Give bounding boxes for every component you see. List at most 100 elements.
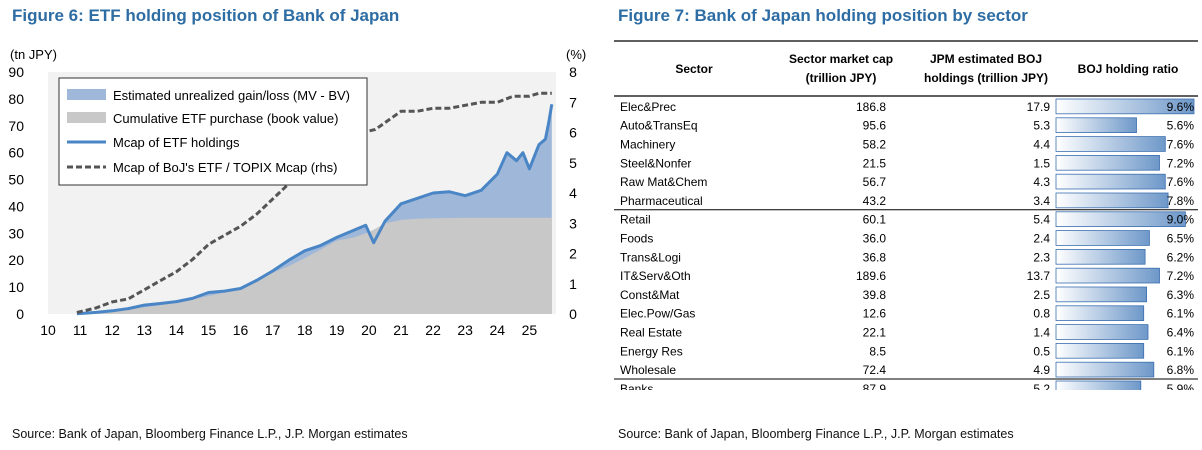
- ratio-bar: [1055, 117, 1137, 134]
- x-tick-label: 11: [73, 322, 88, 338]
- y2-tick-label: 7: [569, 94, 577, 110]
- ratio-bar: [1055, 361, 1155, 378]
- sector-mcap: 39.8: [863, 288, 887, 302]
- sector-mcap: 95.6: [863, 119, 887, 133]
- header-ratio: BOJ holding ratio: [1078, 62, 1179, 76]
- y2-tick-label: 0: [569, 306, 577, 322]
- y-tick-label: 20: [8, 252, 24, 268]
- x-tick-label: 17: [265, 322, 281, 338]
- holding-ratio-label: 6.3%: [1167, 288, 1195, 302]
- holding-ratio-label: 5.6%: [1167, 119, 1195, 133]
- sector-mcap: 189.6: [856, 269, 886, 283]
- boj-holdings: 4.9: [1033, 363, 1050, 377]
- y2-tick-label: 3: [569, 215, 577, 231]
- sector-mcap: 12.6: [863, 307, 887, 321]
- ratio-bar: [1055, 267, 1160, 284]
- holding-ratio-label: 6.5%: [1167, 232, 1195, 246]
- sector-name: Banks: [620, 382, 653, 390]
- x-tick-label: 19: [329, 322, 345, 338]
- ratio-bar: [1055, 342, 1145, 359]
- x-tick-label: 24: [489, 322, 505, 338]
- holding-ratio-label: 9.6%: [1167, 100, 1195, 114]
- y-tick-label: 0: [16, 306, 24, 322]
- x-tick-label: 13: [136, 322, 152, 338]
- ratio-bar: [1055, 192, 1169, 209]
- x-tick-label: 21: [393, 322, 409, 338]
- ratio-bar: [1055, 248, 1146, 265]
- x-tick-label: 23: [457, 322, 473, 338]
- header-mcap-line2: (trillion JPY): [806, 71, 877, 85]
- y-tick-label: 90: [8, 64, 24, 80]
- table-header-bg: [614, 40, 1198, 96]
- holding-ratio-label: 6.2%: [1167, 250, 1195, 264]
- figure-7-source: Source: Bank of Japan, Bloomberg Finance…: [618, 427, 1014, 441]
- y-axis-unit: (tn JPY): [10, 47, 57, 62]
- figure-6-title: Figure 6: ETF holding position of Bank o…: [12, 6, 400, 25]
- ratio-bar: [1055, 136, 1166, 152]
- sector-name: Retail: [620, 213, 651, 227]
- holding-ratio-label: 6.1%: [1167, 344, 1195, 358]
- sector-name: Foods: [620, 232, 653, 246]
- ratio-bar: [1055, 155, 1160, 171]
- boj-holdings: 2.4: [1033, 232, 1050, 246]
- holding-ratio-label: 6.8%: [1167, 363, 1195, 377]
- boj-holdings: 13.7: [1027, 269, 1051, 283]
- legend-swatch-purchase: [67, 112, 106, 123]
- y-tick-label: 40: [8, 198, 24, 214]
- legend-label: Cumulative ETF purchase (book value): [113, 111, 338, 126]
- x-tick-label: 16: [233, 322, 249, 338]
- x-tick-label: 14: [169, 322, 185, 338]
- boj-holdings: 1.5: [1033, 156, 1050, 170]
- ratio-bar: [1055, 98, 1195, 115]
- boj-holdings: 5.4: [1033, 213, 1050, 227]
- sector-name: Trans&Logi: [620, 250, 681, 264]
- sector-mcap: 186.8: [856, 100, 886, 114]
- holding-ratio-label: 7.2%: [1167, 269, 1195, 283]
- ratio-bar: [1055, 211, 1186, 228]
- sector-mcap: 8.5: [869, 344, 886, 358]
- boj-holdings: 3.4: [1033, 194, 1050, 208]
- mcap-etf-line: [76, 104, 554, 316]
- sector-name: Steel&Nonfer: [620, 156, 691, 170]
- holding-ratio-label: 7.2%: [1167, 156, 1195, 170]
- boj-topix-ratio-line: [76, 91, 552, 314]
- sector-mcap: 43.2: [863, 194, 887, 208]
- y-tick-label: 30: [8, 225, 24, 241]
- ratio-bar: [1055, 173, 1166, 190]
- holding-ratio-label: 5.9%: [1167, 382, 1195, 390]
- y2-tick-label: 8: [569, 64, 577, 80]
- x-tick-label: 12: [104, 322, 120, 338]
- y2-tick-label: 2: [569, 246, 577, 262]
- sector-name: Elec.Pow/Gas: [620, 307, 695, 321]
- sector-holding-table: Sector Sector market cap (trillion JPY) JPM…: [614, 40, 1198, 390]
- holding-ratio-label: 7.8%: [1167, 194, 1195, 208]
- sector-mcap: 21.5: [863, 156, 887, 170]
- boj-holdings: 2.3: [1033, 250, 1050, 264]
- x-tick-label: 15: [201, 322, 217, 338]
- y-tick-label: 60: [8, 145, 24, 161]
- legend-label: Mcap of BoJ's ETF / TOPIX Mcap (rhs): [113, 160, 338, 175]
- legend-label: Mcap of ETF holdings: [113, 135, 240, 150]
- y-tick-label: 70: [8, 118, 24, 134]
- sector-mcap: 36.8: [863, 250, 887, 264]
- boj-holdings: 1.4: [1033, 326, 1050, 340]
- y2-axis-unit: (%): [566, 47, 586, 62]
- sector-mcap: 72.4: [863, 363, 887, 377]
- ratio-bar: [1055, 324, 1149, 340]
- boj-holdings: 17.9: [1027, 100, 1051, 114]
- ratio-bar: [1055, 286, 1147, 303]
- sector-name: Raw Mat&Chem: [620, 175, 707, 189]
- holding-ratio-label: 6.1%: [1167, 307, 1195, 321]
- sector-name: Pharmaceutical: [620, 194, 703, 208]
- y-tick-label: 80: [8, 91, 24, 107]
- sector-name: Elec&Prec: [620, 100, 676, 114]
- y-tick-label: 10: [8, 279, 24, 295]
- header-holdings-line2: holdings (trillion JPY): [924, 71, 1048, 85]
- holding-ratio-label: 7.6%: [1167, 175, 1195, 189]
- header-holdings-line1: JPM estimated BOJ: [930, 52, 1042, 66]
- sector-name: Wholesale: [620, 363, 676, 377]
- sector-name: Auto&TransEq: [620, 119, 698, 133]
- x-tick-label: 20: [361, 322, 377, 338]
- boj-holdings: 0.8: [1033, 307, 1050, 321]
- x-tick-label: 10: [40, 322, 56, 338]
